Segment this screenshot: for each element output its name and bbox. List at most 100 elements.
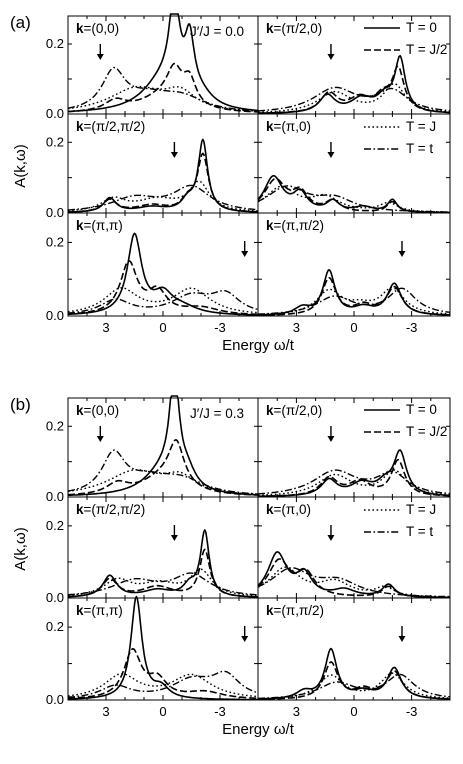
k-label: k=(π,0) xyxy=(266,119,311,134)
curve-TJ2 xyxy=(68,548,258,598)
arrow-head xyxy=(398,251,406,257)
curve-Tt xyxy=(67,572,259,596)
k-label: k=(π,π) xyxy=(76,603,123,618)
arrow-head xyxy=(241,251,249,257)
k-value: =(π/2,0) xyxy=(274,21,323,36)
k-label: k=(0,0) xyxy=(76,21,119,36)
curve-Tt xyxy=(67,184,259,211)
k-value: =(0,0) xyxy=(84,21,120,36)
y-tick-label: 0.0 xyxy=(46,590,64,605)
k-value: =(π,π/2) xyxy=(274,603,325,618)
curve-TJ2 xyxy=(67,439,259,496)
curve-TJ xyxy=(258,469,451,496)
x-tick-label: 3 xyxy=(102,320,109,335)
x-tick-label: -3 xyxy=(214,320,226,335)
k-label: k=(π/2,π/2) xyxy=(76,119,145,134)
x-axis-label: Energy ω/t xyxy=(222,337,295,354)
legend-label-T0: T = 0 xyxy=(406,402,437,417)
panel-k-4: 0.0 0.2 3 0 -3 k=(π,π) xyxy=(46,595,259,719)
curve-T0 xyxy=(67,13,258,113)
x-axis-label: Energy ω/t xyxy=(222,721,295,738)
panel-k-1: k=(π/2,0) xyxy=(257,397,451,498)
curve-Tt xyxy=(257,185,451,213)
arrow-head xyxy=(327,436,335,442)
curve-TJ xyxy=(67,287,259,314)
curve-Tt xyxy=(257,469,451,495)
curve-TJ xyxy=(67,673,259,698)
x-tick-label: 0 xyxy=(350,320,357,335)
arrow-head xyxy=(170,152,178,158)
coupling-annotation: J′/J = 0.3 xyxy=(190,406,244,421)
panel-k-5: 3 0 -3 k=(π,π/2) xyxy=(257,212,451,335)
x-tick-label: 3 xyxy=(293,704,300,719)
curve-Tt xyxy=(257,673,451,700)
y-axis-label: A(k,ω) xyxy=(12,527,29,570)
curve-TJ2 xyxy=(257,661,451,701)
y-tick-label: 0.2 xyxy=(46,418,64,433)
y-tick-label: 0.2 xyxy=(46,518,64,533)
legend-label-Tt: T = t xyxy=(406,524,433,539)
x-tick-label: 0 xyxy=(350,704,357,719)
legend: T = 0 T = J/2 T = J T = t xyxy=(364,402,447,539)
panel-k-3: k=(π,0) xyxy=(257,113,451,214)
k-label: k=(0,0) xyxy=(76,403,119,418)
k-symbol: k xyxy=(76,21,84,36)
curve-Tt xyxy=(257,567,451,598)
k-symbol: k xyxy=(266,502,274,517)
k-symbol: k xyxy=(76,403,84,418)
curve-TJ2 xyxy=(67,62,258,113)
k-value: =(π/2,π/2) xyxy=(84,119,146,134)
figure-label: (a) xyxy=(10,13,31,32)
k-symbol: k xyxy=(266,119,274,134)
figure-a: (a)A(k,ω)Energy ω/t0.00.2k=(0,0) k=(π/2,0… xyxy=(10,13,451,354)
k-symbol: k xyxy=(266,603,274,618)
y-tick-label: 0.2 xyxy=(46,234,64,249)
y-tick-label: 0.0 xyxy=(46,308,64,323)
y-tick-label: 0.0 xyxy=(46,205,64,220)
curve-TJ2 xyxy=(67,260,259,316)
curve-TJ2 xyxy=(257,558,451,599)
curve-TJ2 xyxy=(68,648,258,700)
y-tick-label: 0.2 xyxy=(46,619,64,634)
curve-TJ xyxy=(257,286,451,316)
k-label: k=(π/2,π/2) xyxy=(76,502,145,517)
k-value: =(π,0) xyxy=(274,502,311,517)
k-label: k=(π/2,0) xyxy=(266,21,322,36)
curve-T0 xyxy=(67,232,258,316)
x-tick-label: -3 xyxy=(406,320,418,335)
k-value: =(π,π) xyxy=(84,603,123,618)
curve-Tt xyxy=(67,670,259,698)
k-value: =(π,π/2) xyxy=(274,218,325,233)
curve-TJ xyxy=(257,83,451,113)
x-tick-label: 0 xyxy=(159,704,166,719)
k-symbol: k xyxy=(266,403,274,418)
k-label: k=(π/2,0) xyxy=(266,403,322,418)
k-value: =(0,0) xyxy=(84,403,120,418)
panel-k-3: k=(π,0) xyxy=(257,496,451,599)
arrow-head xyxy=(96,54,104,60)
arrow-head xyxy=(241,636,249,642)
curve-Tt xyxy=(68,289,259,314)
k-symbol: k xyxy=(76,119,84,134)
curve-T0 xyxy=(258,449,450,498)
y-tick-label: 0.0 xyxy=(46,106,64,121)
k-value: =(π,π) xyxy=(84,218,123,233)
curve-Tt xyxy=(257,86,450,112)
y-tick-label: 0.2 xyxy=(46,36,64,51)
curve-T0 xyxy=(257,551,450,599)
k-symbol: k xyxy=(76,218,84,233)
curve-TJ xyxy=(258,672,450,700)
curve-T0 xyxy=(257,54,450,115)
k-label: k=(π,0) xyxy=(266,502,311,517)
x-tick-label: 3 xyxy=(102,704,109,719)
curve-Tt xyxy=(258,287,451,315)
arrow-head xyxy=(327,54,335,60)
legend-label-Tt: T = t xyxy=(406,141,433,156)
k-label: k=(π,π) xyxy=(76,218,123,233)
arrow-head xyxy=(96,436,104,442)
legend-label-TJ: T = J xyxy=(406,119,436,134)
curve-TJ2 xyxy=(67,152,258,213)
curve-TJ xyxy=(67,568,258,597)
arrow-head xyxy=(327,152,335,158)
